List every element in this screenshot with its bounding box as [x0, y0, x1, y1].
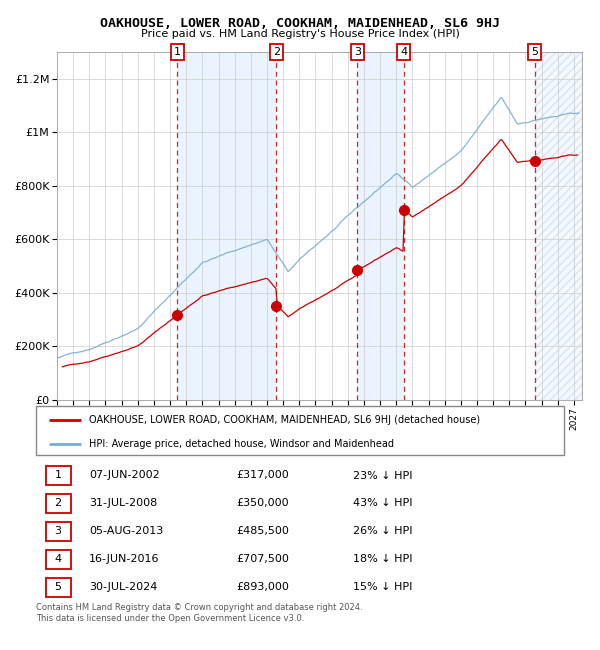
- Text: 26% ↓ HPI: 26% ↓ HPI: [353, 526, 412, 536]
- Text: 15% ↓ HPI: 15% ↓ HPI: [353, 582, 412, 592]
- Text: 5: 5: [532, 47, 538, 57]
- Text: £317,000: £317,000: [236, 471, 289, 480]
- Text: £893,000: £893,000: [236, 582, 290, 592]
- Text: This data is licensed under the Open Government Licence v3.0.: This data is licensed under the Open Gov…: [36, 614, 304, 623]
- Text: 31-JUL-2008: 31-JUL-2008: [89, 499, 157, 508]
- FancyBboxPatch shape: [46, 494, 71, 513]
- Text: 30-JUL-2024: 30-JUL-2024: [89, 582, 157, 592]
- Text: 43% ↓ HPI: 43% ↓ HPI: [353, 499, 412, 508]
- Text: £485,500: £485,500: [236, 526, 290, 536]
- Text: 1: 1: [173, 47, 181, 57]
- Text: 4: 4: [400, 47, 407, 57]
- Text: Contains HM Land Registry data © Crown copyright and database right 2024.: Contains HM Land Registry data © Crown c…: [36, 603, 362, 612]
- Text: 5: 5: [55, 582, 62, 592]
- Text: 3: 3: [354, 47, 361, 57]
- FancyBboxPatch shape: [46, 578, 71, 597]
- Text: £350,000: £350,000: [236, 499, 289, 508]
- Text: 23% ↓ HPI: 23% ↓ HPI: [353, 471, 412, 480]
- Text: Price paid vs. HM Land Registry's House Price Index (HPI): Price paid vs. HM Land Registry's House …: [140, 29, 460, 38]
- Text: 07-JUN-2002: 07-JUN-2002: [89, 471, 160, 480]
- Text: 3: 3: [55, 526, 62, 536]
- Text: 2: 2: [55, 499, 62, 508]
- Text: 05-AUG-2013: 05-AUG-2013: [89, 526, 163, 536]
- Bar: [177, 52, 277, 400]
- Text: OAKHOUSE, LOWER ROAD, COOKHAM, MAIDENHEAD, SL6 9HJ: OAKHOUSE, LOWER ROAD, COOKHAM, MAIDENHEA…: [100, 17, 500, 30]
- Text: £707,500: £707,500: [236, 554, 290, 564]
- FancyBboxPatch shape: [46, 522, 71, 541]
- Text: 16-JUN-2016: 16-JUN-2016: [89, 554, 160, 564]
- Bar: [357, 52, 404, 400]
- Text: 2: 2: [273, 47, 280, 57]
- Bar: [535, 52, 582, 400]
- Text: OAKHOUSE, LOWER ROAD, COOKHAM, MAIDENHEAD, SL6 9HJ (detached house): OAKHOUSE, LOWER ROAD, COOKHAM, MAIDENHEA…: [89, 415, 480, 425]
- Text: 4: 4: [55, 554, 62, 564]
- Text: 18% ↓ HPI: 18% ↓ HPI: [353, 554, 412, 564]
- FancyBboxPatch shape: [46, 550, 71, 569]
- FancyBboxPatch shape: [46, 466, 71, 485]
- Text: 1: 1: [55, 471, 62, 480]
- Text: HPI: Average price, detached house, Windsor and Maidenhead: HPI: Average price, detached house, Wind…: [89, 439, 394, 449]
